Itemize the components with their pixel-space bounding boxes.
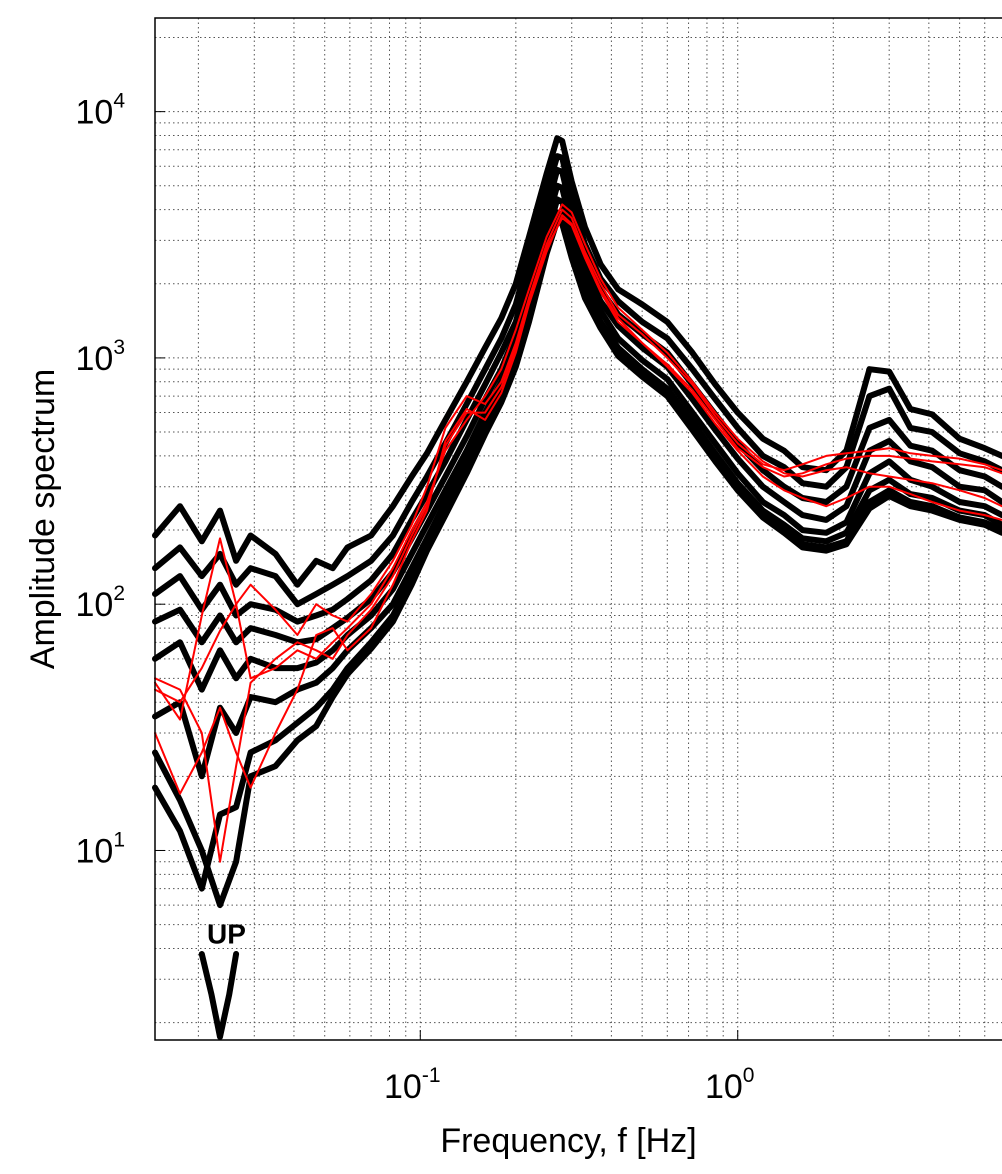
ensemble-series-line <box>152 135 1002 588</box>
x-tick-label: 100 <box>705 1064 755 1106</box>
ensemble-series-line <box>152 153 1002 608</box>
highlight-series-line <box>154 208 1002 704</box>
ensemble-series-line <box>152 196 1002 693</box>
y-tick-label: 104 <box>75 90 125 132</box>
label-layer: Frequency, f [Hz] Amplitude spectrum <box>24 369 697 1160</box>
ensemble-series-line <box>198 951 240 1040</box>
ensemble-series-line <box>152 182 1002 646</box>
y-tick-label: 101 <box>75 828 125 870</box>
y-axis-title: Amplitude spectrum <box>24 369 62 669</box>
annotation-label: UP <box>207 918 246 949</box>
tick-layer: 10-1 100 101 102 103 104 <box>75 90 754 1106</box>
x-axis-title: Frequency, f [Hz] <box>440 1122 696 1160</box>
plot-frame <box>154 17 1002 1041</box>
ensemble-series-line <box>152 209 1002 780</box>
ensemble-series-line <box>152 215 1002 892</box>
x-tick-label: 10-1 <box>384 1064 441 1106</box>
annotation-layer: UP <box>207 918 246 949</box>
highlight-series-line <box>154 217 1002 863</box>
series-layer <box>152 135 1002 1040</box>
grid-layer <box>155 18 1002 1040</box>
highlight-series-line <box>154 203 1002 721</box>
y-tick-label: 102 <box>75 582 125 624</box>
ensemble-series-line <box>152 166 1002 625</box>
y-tick-label: 103 <box>75 336 125 378</box>
